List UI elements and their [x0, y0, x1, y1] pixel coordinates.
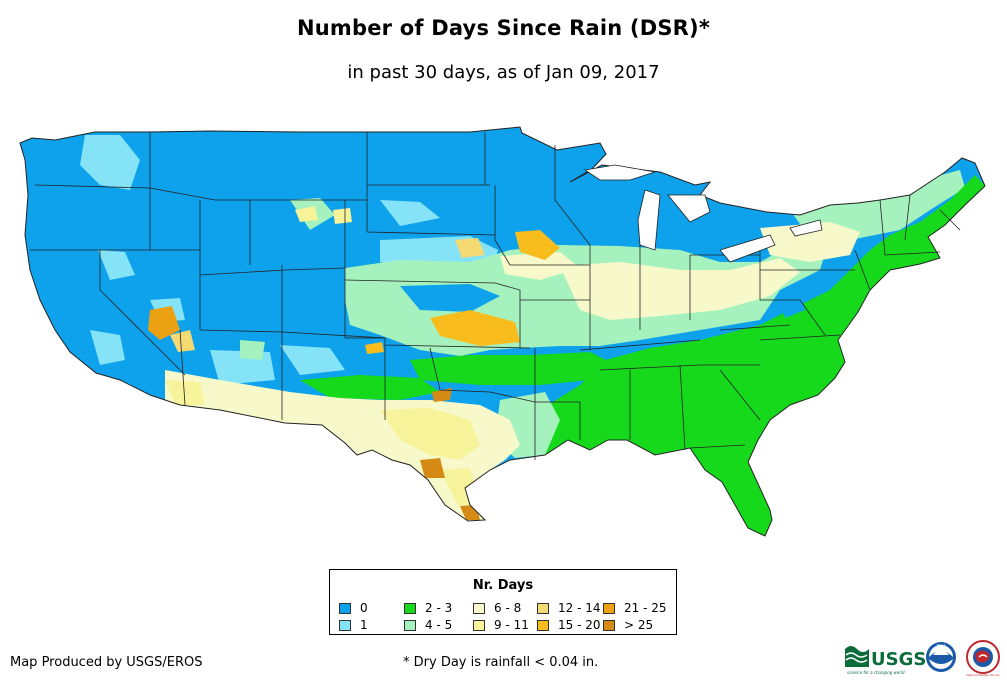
- legend-swatch-6: [537, 602, 549, 614]
- legend-swatch-5: [473, 619, 485, 631]
- dry-day-footnote: * Dry Day is rainfall < 0.04 in.: [403, 655, 599, 670]
- legend: Nr. Days 0 1 2 - 3 4 - 5 6 - 8 9 - 11 12…: [329, 569, 677, 635]
- legend-swatch-9: [603, 619, 615, 631]
- legend-item-1: 1: [339, 618, 368, 632]
- map-title: Number of Days Since Rain (DSR)*: [296, 16, 711, 40]
- legend-label-6: 12 - 14: [558, 601, 601, 615]
- legend-label-5: 9 - 11: [494, 618, 529, 632]
- agency-logos: USGS science for a changing world NOAA N…: [845, 640, 1000, 677]
- legend-item-7: 15 - 20: [537, 618, 601, 632]
- legend-swatch-4: [473, 602, 485, 614]
- legend-item-8: 21 - 25: [603, 601, 667, 615]
- map-subtitle: in past 30 days, as of Jan 09, 2017: [347, 62, 660, 83]
- legend-label-9: > 25: [624, 618, 654, 632]
- map-producer-credit: Map Produced by USGS/EROS: [10, 655, 203, 670]
- noaa-logo: NOAA: [926, 642, 956, 672]
- legend-swatch-0: [339, 602, 351, 614]
- legend-swatch-3: [404, 619, 416, 631]
- usgs-wordmark: USGS: [871, 649, 926, 670]
- legend-item-4: 6 - 8: [473, 601, 521, 615]
- legend-label-7: 15 - 20: [558, 618, 601, 632]
- legend-title: Nr. Days: [472, 578, 534, 593]
- legend-swatch-2: [404, 602, 416, 614]
- legend-label-3: 4 - 5: [425, 618, 453, 632]
- legend-label-1: 1: [360, 618, 368, 632]
- nws-logo: National Weather Service: [966, 640, 1000, 677]
- legend-swatch-1: [339, 619, 351, 631]
- usgs-logo: USGS science for a changing world: [845, 646, 926, 675]
- legend-item-0: 0: [339, 601, 368, 615]
- noaa-wordmark: NOAA: [937, 643, 947, 647]
- legend-label-0: 0: [360, 601, 368, 615]
- legend-label-2: 2 - 3: [425, 601, 453, 615]
- legend-swatch-7: [537, 619, 549, 631]
- legend-label-8: 21 - 25: [624, 601, 667, 615]
- nws-wordmark: National Weather Service: [967, 673, 1000, 677]
- legend-item-5: 9 - 11: [473, 618, 529, 632]
- legend-item-3: 4 - 5: [404, 618, 452, 632]
- usgs-tagline: science for a changing world: [847, 670, 905, 675]
- legend-item-9: > 25: [603, 618, 653, 632]
- legend-item-2: 2 - 3: [404, 601, 452, 615]
- legend-label-4: 6 - 8: [494, 601, 522, 615]
- legend-swatch-8: [603, 602, 615, 614]
- legend-item-6: 12 - 14: [537, 601, 601, 615]
